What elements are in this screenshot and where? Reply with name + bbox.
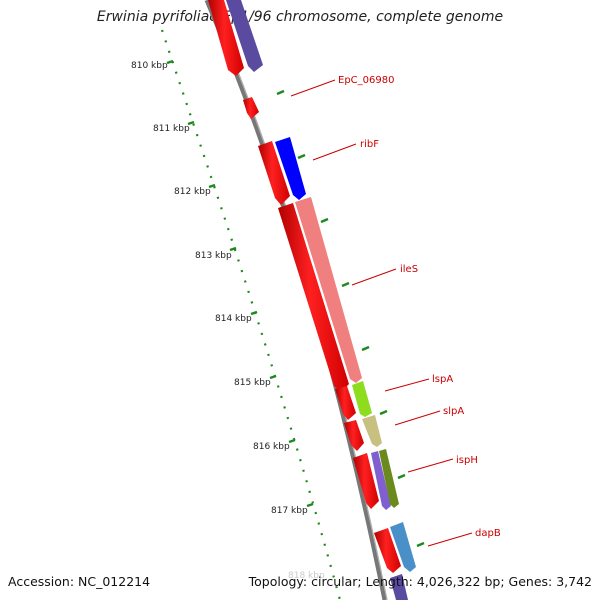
cds-feature[interactable] — [278, 203, 349, 392]
cds-track — [208, 0, 401, 573]
gene-label-isph[interactable]: ispH — [456, 455, 478, 466]
ruler-label-816: 816 kbp — [253, 442, 290, 452]
label-leaders — [290, 79, 473, 547]
gene-labels: EpC_06980 ribF ileS lspA slpA ispH dapB — [338, 75, 501, 539]
ruler-label-817: 817 kbp — [271, 506, 308, 516]
feature-olive[interactable] — [379, 449, 399, 508]
cds-feature[interactable] — [353, 453, 379, 509]
feature-steel-blue[interactable] — [390, 522, 416, 572]
ruler-label-813: 813 kbp — [195, 251, 232, 261]
cds-feature[interactable] — [335, 386, 356, 420]
ruler-label-818: 818 kbp — [288, 571, 325, 581]
gene-label-lspa[interactable]: lspA — [432, 374, 453, 385]
cds-feature[interactable] — [258, 141, 290, 205]
gene-label-slpa[interactable]: slpA — [443, 406, 464, 417]
ruler-labels: 810 kbp 811 kbp 812 kbp 813 kbp 814 kbp … — [131, 61, 325, 581]
feature-ticks — [276, 89, 425, 548]
map-title: Erwinia pyrifoliae Ep1/96 chromosome, co… — [96, 9, 504, 25]
feature-violet[interactable] — [371, 451, 391, 510]
ruler-label-811: 811 kbp — [153, 124, 190, 134]
gene-label-dapb[interactable]: dapB — [475, 528, 501, 539]
feature-blue[interactable] — [275, 137, 306, 200]
ruler-line — [160, 29, 342, 600]
ruler-label-810: 810 kbp — [131, 61, 168, 71]
genome-summary-text: Topology: circular; Length: 4,026,322 bp… — [248, 574, 592, 589]
cds-feature[interactable] — [374, 528, 401, 573]
gene-label-ribf[interactable]: ribF — [360, 139, 379, 150]
gene-label-iles[interactable]: ileS — [400, 264, 418, 275]
gene-label-epc-06980[interactable]: EpC_06980 — [338, 75, 394, 86]
feature-lime[interactable] — [352, 381, 372, 417]
ruler-label-815: 815 kbp — [234, 378, 271, 388]
cds-feature[interactable] — [344, 420, 364, 451]
feature-dark-purple[interactable] — [390, 574, 408, 600]
ruler-label-814: 814 kbp — [215, 314, 252, 324]
feature-pink[interactable] — [295, 197, 362, 383]
accession-text: Accession: NC_012214 — [8, 574, 151, 589]
feature-track — [226, 0, 416, 600]
ruler-major-ticks — [166, 59, 314, 508]
cds-feature[interactable] — [208, 0, 244, 76]
feature-dark-purple[interactable] — [226, 0, 263, 72]
cds-feature[interactable] — [243, 97, 259, 119]
feature-khaki[interactable] — [362, 415, 382, 447]
ruler-label-812: 812 kbp — [174, 187, 211, 197]
